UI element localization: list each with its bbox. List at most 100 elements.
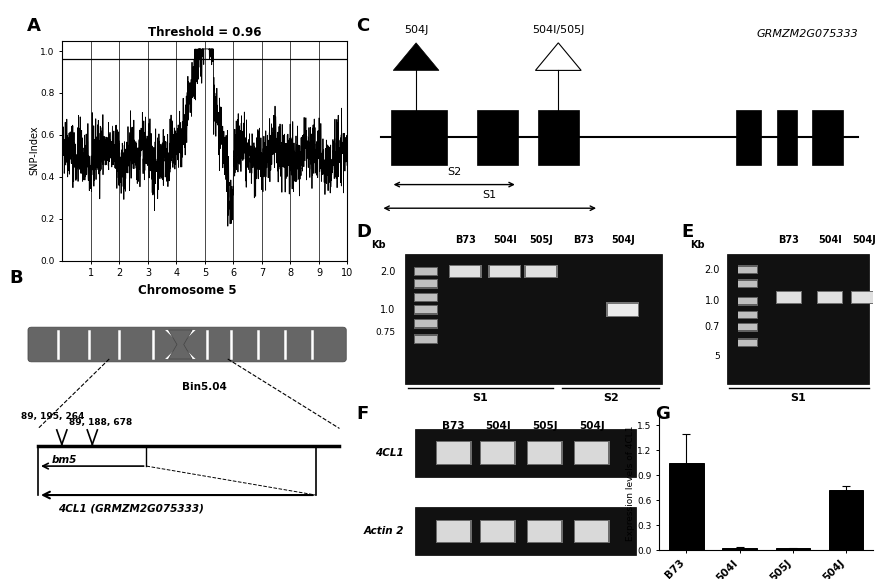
Bar	[538, 110, 578, 165]
Bar	[449, 265, 482, 278]
Bar	[527, 441, 563, 465]
Bar	[413, 335, 438, 344]
Bar	[413, 267, 438, 276]
Bar	[436, 519, 471, 543]
Bar	[415, 336, 437, 343]
Text: A: A	[27, 17, 41, 35]
Text: B: B	[9, 269, 22, 287]
Text: F: F	[356, 405, 369, 423]
Polygon shape	[165, 345, 196, 359]
Text: 504J: 504J	[579, 422, 605, 431]
Bar	[775, 548, 810, 550]
Text: 505J: 505J	[529, 236, 553, 245]
Polygon shape	[168, 330, 192, 359]
Text: C: C	[356, 17, 370, 35]
Bar	[738, 296, 758, 306]
Text: B73: B73	[779, 236, 799, 245]
Bar	[437, 442, 470, 464]
Bar	[480, 441, 516, 465]
Bar	[817, 291, 843, 304]
Bar	[738, 338, 758, 347]
Bar	[415, 306, 437, 313]
Bar	[723, 548, 757, 550]
Bar	[436, 441, 471, 465]
Text: Actin 2: Actin 2	[364, 526, 404, 536]
Text: 5: 5	[714, 352, 720, 361]
Text: 1.0: 1.0	[705, 296, 720, 306]
Text: S2: S2	[603, 393, 618, 403]
Bar	[576, 521, 609, 542]
Bar	[736, 110, 762, 165]
Text: 504J: 504J	[852, 236, 876, 245]
Bar	[739, 324, 757, 330]
Bar	[576, 442, 609, 464]
Bar	[437, 521, 470, 542]
Bar	[669, 463, 704, 550]
Bar	[608, 304, 638, 316]
Bar	[738, 279, 758, 288]
Text: B73: B73	[443, 422, 465, 431]
Bar	[777, 292, 801, 303]
Text: B73: B73	[454, 236, 476, 245]
Polygon shape	[535, 43, 581, 71]
Text: Kb: Kb	[372, 240, 386, 250]
FancyBboxPatch shape	[28, 327, 347, 362]
Bar	[488, 265, 521, 278]
Text: E: E	[682, 223, 694, 241]
Text: S1: S1	[483, 190, 497, 200]
Text: 1.0: 1.0	[380, 305, 396, 315]
Bar	[777, 110, 797, 165]
Bar	[851, 291, 877, 304]
Bar	[415, 268, 437, 275]
Bar	[413, 319, 438, 328]
Text: 89, 195, 264: 89, 195, 264	[21, 412, 85, 422]
Bar	[413, 305, 438, 314]
Text: Kb: Kb	[690, 240, 705, 250]
Bar	[738, 310, 758, 320]
Y-axis label: SNP-Index: SNP-Index	[29, 126, 39, 175]
Bar	[574, 519, 609, 543]
Bar	[739, 340, 757, 346]
Bar	[477, 110, 518, 165]
Bar	[489, 266, 519, 277]
Bar	[738, 323, 758, 332]
Bar	[527, 519, 563, 543]
Text: 4CL1: 4CL1	[375, 448, 404, 458]
Text: bm5: bm5	[52, 455, 77, 464]
Bar	[450, 266, 480, 277]
Bar	[415, 320, 437, 327]
Bar	[415, 429, 636, 477]
Text: 504I: 504I	[493, 236, 517, 245]
Polygon shape	[165, 330, 196, 345]
Text: S2: S2	[447, 167, 462, 177]
Bar	[415, 294, 437, 301]
Text: 504I: 504I	[818, 236, 842, 245]
Text: 504I/505J: 504I/505J	[532, 25, 584, 35]
Text: 89, 188, 678: 89, 188, 678	[69, 418, 132, 427]
Bar	[391, 110, 446, 165]
Bar	[739, 267, 757, 273]
Bar	[776, 291, 802, 304]
Bar	[829, 490, 863, 550]
Bar	[415, 280, 437, 287]
Bar	[524, 265, 558, 278]
Bar	[739, 298, 757, 304]
Bar	[528, 442, 561, 464]
Bar	[606, 302, 640, 317]
Bar	[481, 442, 514, 464]
Text: S1: S1	[472, 393, 488, 403]
Text: 504I: 504I	[485, 422, 511, 431]
Bar	[574, 441, 609, 465]
Text: 0.75: 0.75	[375, 328, 396, 337]
Text: G: G	[655, 405, 670, 423]
Bar	[413, 293, 438, 302]
Y-axis label: Expression levels of 4CL1: Expression levels of 4CL1	[625, 426, 634, 541]
Bar	[818, 292, 842, 303]
Text: Chromosome 5: Chromosome 5	[138, 284, 236, 296]
Text: S1: S1	[790, 393, 806, 403]
Polygon shape	[393, 43, 439, 71]
Text: 2.0: 2.0	[705, 265, 720, 275]
Text: 505J: 505J	[532, 422, 558, 431]
Text: B73: B73	[573, 236, 594, 245]
Bar	[526, 266, 556, 277]
